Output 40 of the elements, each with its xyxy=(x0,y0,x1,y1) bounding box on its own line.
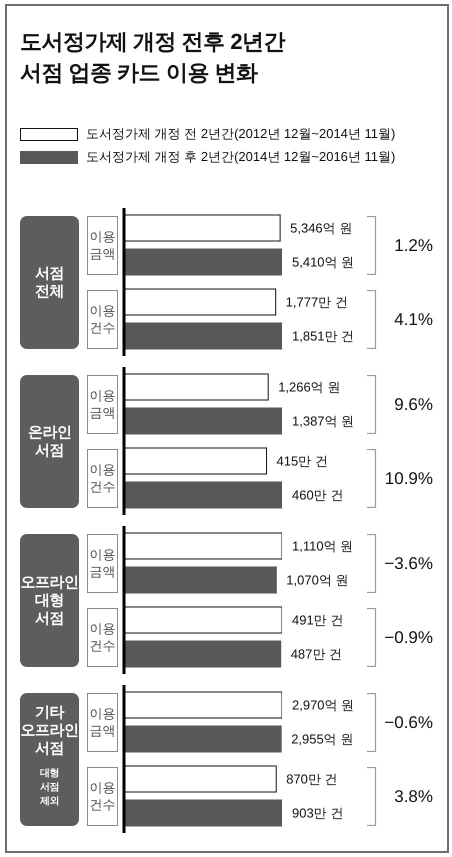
data-label: 415만 건 xyxy=(276,454,328,469)
data-label: 870만 건 xyxy=(286,772,338,787)
data-label: 1,070억 원 xyxy=(286,572,348,588)
data-label: 2,955억 원 xyxy=(291,732,354,747)
y-tick-label: 이용 금액 xyxy=(88,387,116,421)
data-label: 1,266억 원 xyxy=(278,380,340,395)
chart-title: 도서정가제 개정 전후 2년간 서점 업종 카드 이용 변화 xyxy=(20,28,286,87)
text: −3.6% xyxy=(383,554,433,574)
data-label: 903만 건 xyxy=(292,806,344,821)
data-label: 1,851만 건 xyxy=(292,328,354,344)
text: −0.6% xyxy=(383,713,433,733)
text: 10.9% xyxy=(384,469,433,489)
data-label: 491만 건 xyxy=(292,612,344,628)
y-axis-title: 서점 전체 xyxy=(35,264,64,300)
data-label: 460만 건 xyxy=(292,488,344,503)
data-label: 2,970억 원 xyxy=(292,698,354,713)
y-axis-title: 대형 서점 제외 xyxy=(40,767,59,809)
y-axis-title: 온라인 서점 xyxy=(28,424,72,460)
y-axis-title: 오프라인 대형 서점 xyxy=(20,574,78,628)
data-label: 5,346억 원 xyxy=(290,220,352,236)
data-label: 1,110억 원 xyxy=(292,538,354,554)
y-tick-label: 이용 금액 xyxy=(88,705,116,739)
data-label: 5,410억 원 xyxy=(292,254,354,270)
y-tick-label: 이용 금액 xyxy=(88,546,116,580)
y-tick-label: 이용 건수 xyxy=(88,620,116,654)
text: −0.9% xyxy=(383,628,433,648)
legend-label: 도서정가제 개정 후 2년간(2014년 12월~2016년 11월) xyxy=(86,148,396,166)
y-tick-label: 이용 건수 xyxy=(88,302,116,336)
text: 4.1% xyxy=(393,310,433,330)
text: 3.8% xyxy=(393,787,433,807)
y-tick-label: 이용 건수 xyxy=(88,461,116,495)
y-tick-label: 이용 건수 xyxy=(88,779,116,813)
text: 9.6% xyxy=(393,395,433,415)
y-axis-title: 기타 오프라인 서점 xyxy=(20,704,78,758)
data-label: 1,387억 원 xyxy=(292,414,354,429)
y-tick-label: 이용 금액 xyxy=(88,228,116,262)
data-label: 1,777만 건 xyxy=(286,294,348,310)
text: 1.2% xyxy=(393,236,433,256)
legend-label: 도서정가제 개정 전 2년간(2012년 12월~2014년 11월) xyxy=(86,125,396,143)
data-label: 487만 건 xyxy=(290,646,342,662)
